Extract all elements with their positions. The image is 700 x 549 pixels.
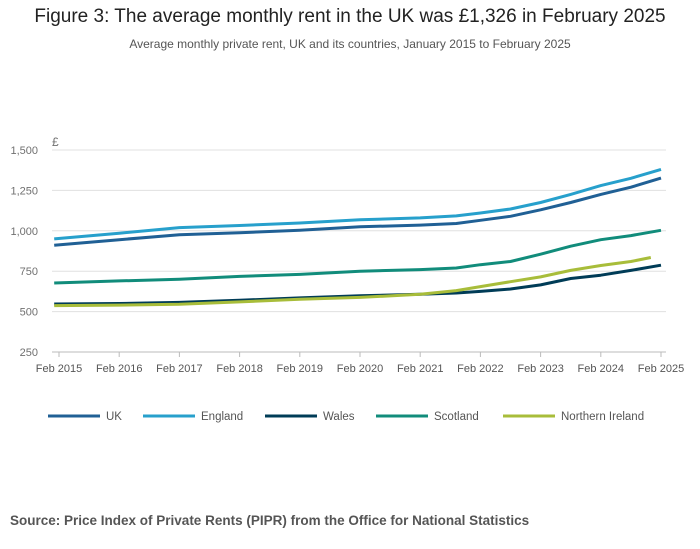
chart-subtitle: Average monthly private rent, UK and its… bbox=[129, 37, 571, 51]
x-tick-label: Feb 2018 bbox=[216, 363, 262, 375]
x-tick-label: Feb 2025 bbox=[638, 363, 684, 375]
y-tick-label: 750 bbox=[20, 266, 38, 278]
x-tick-label: Feb 2016 bbox=[96, 363, 142, 375]
y-tick-label: 1,500 bbox=[10, 145, 38, 157]
x-tick-label: Feb 2020 bbox=[337, 363, 383, 375]
series-line-wales bbox=[54, 263, 662, 306]
y-tick-label: 500 bbox=[20, 307, 38, 319]
source-note: Source: Price Index of Private Rents (PI… bbox=[10, 513, 530, 528]
x-tick-label: Feb 2023 bbox=[517, 363, 563, 375]
y-tick-label: 1,250 bbox=[10, 185, 38, 197]
x-tick-label: Feb 2022 bbox=[457, 363, 503, 375]
x-tick-label: Feb 2015 bbox=[36, 363, 82, 375]
series-line-uk bbox=[54, 176, 662, 247]
x-tick-label: Feb 2017 bbox=[156, 363, 202, 375]
series-line-scotland bbox=[54, 228, 662, 285]
series-line-northern-ireland bbox=[54, 256, 652, 308]
legend-label: Northern Ireland bbox=[561, 411, 644, 423]
legend-label: Scotland bbox=[434, 411, 479, 423]
line-chart: 250 500 750 1,000 1,250 1,500 £ Feb 2015 Feb 201… bbox=[10, 135, 684, 423]
y-axis-unit: £ bbox=[52, 135, 59, 149]
x-tick-label: Feb 2021 bbox=[397, 363, 443, 375]
legend-label: Wales bbox=[323, 411, 355, 423]
y-tick-label: 1,000 bbox=[10, 226, 38, 238]
chart-title: Figure 3: The average monthly rent in th… bbox=[34, 6, 666, 27]
legend-label: UK bbox=[106, 411, 122, 423]
x-tick-label: Feb 2024 bbox=[578, 363, 624, 375]
x-tick-label: Feb 2019 bbox=[277, 363, 323, 375]
series-line-england bbox=[54, 167, 662, 241]
y-tick-label: 250 bbox=[20, 347, 38, 359]
legend-label: England bbox=[201, 411, 243, 423]
